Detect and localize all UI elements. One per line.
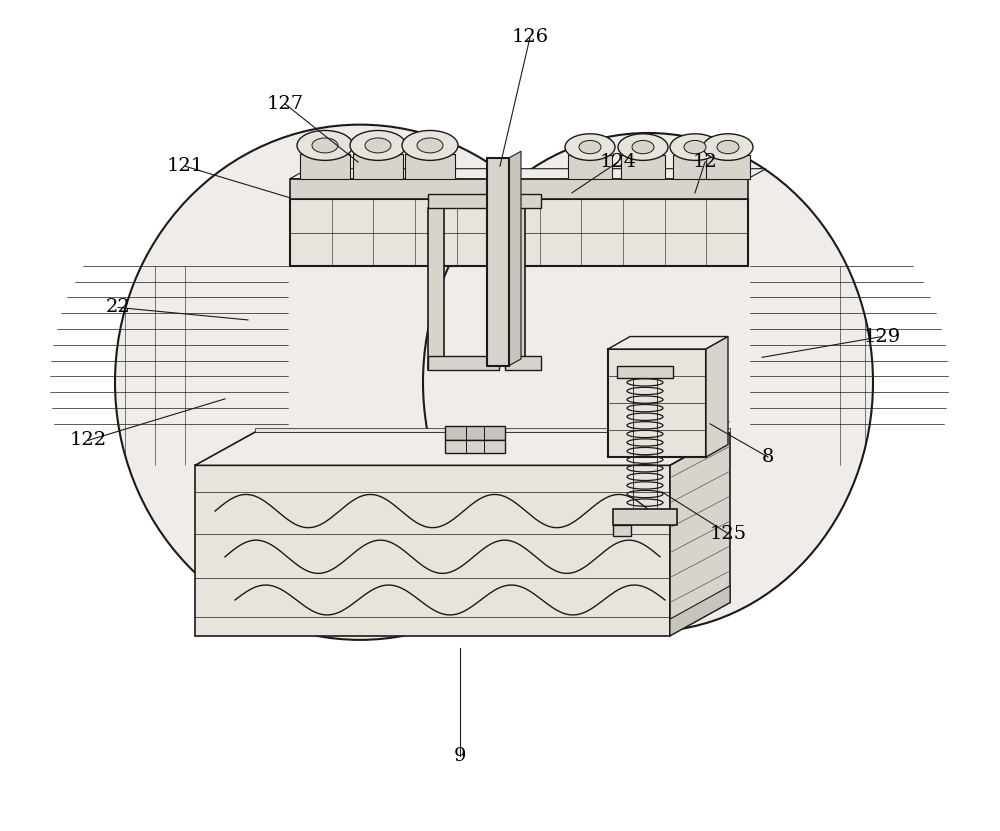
Bar xyxy=(405,154,455,179)
Bar xyxy=(290,179,748,199)
Polygon shape xyxy=(255,428,730,432)
Polygon shape xyxy=(290,169,766,179)
Bar xyxy=(428,356,499,370)
Text: 124: 124 xyxy=(599,153,637,171)
Text: 129: 129 xyxy=(863,327,901,346)
Ellipse shape xyxy=(423,133,873,632)
Polygon shape xyxy=(509,151,521,366)
Polygon shape xyxy=(706,337,728,457)
Bar xyxy=(505,356,541,370)
Polygon shape xyxy=(670,586,730,636)
Text: 127: 127 xyxy=(266,95,304,113)
Bar xyxy=(608,349,706,457)
Ellipse shape xyxy=(632,140,654,154)
Polygon shape xyxy=(608,337,728,349)
Bar xyxy=(428,208,444,370)
Bar xyxy=(505,194,541,208)
Text: 9: 9 xyxy=(454,747,466,765)
Polygon shape xyxy=(195,432,730,465)
Ellipse shape xyxy=(684,140,706,154)
Ellipse shape xyxy=(579,140,601,154)
Bar xyxy=(353,154,403,179)
Bar xyxy=(673,155,717,179)
Ellipse shape xyxy=(365,138,391,153)
Ellipse shape xyxy=(618,134,668,160)
Bar xyxy=(568,155,612,179)
Text: 125: 125 xyxy=(709,524,747,543)
Ellipse shape xyxy=(402,130,458,160)
Ellipse shape xyxy=(350,130,406,160)
Bar xyxy=(445,440,505,453)
Ellipse shape xyxy=(565,134,615,160)
Polygon shape xyxy=(195,465,670,636)
Ellipse shape xyxy=(670,134,720,160)
Ellipse shape xyxy=(115,125,605,640)
Ellipse shape xyxy=(297,130,353,160)
Bar xyxy=(617,366,673,378)
Bar xyxy=(613,525,631,536)
Ellipse shape xyxy=(717,140,739,154)
Bar xyxy=(428,194,502,208)
Text: 121: 121 xyxy=(166,157,204,175)
Ellipse shape xyxy=(417,138,443,153)
Bar xyxy=(613,509,677,525)
Bar xyxy=(621,155,665,179)
Bar xyxy=(445,426,505,440)
Text: 12: 12 xyxy=(693,153,717,171)
Bar xyxy=(509,208,525,370)
Text: 126: 126 xyxy=(511,28,549,47)
Text: 122: 122 xyxy=(69,431,107,450)
Text: 22: 22 xyxy=(106,298,130,317)
Text: 8: 8 xyxy=(762,448,774,466)
Bar xyxy=(487,158,509,366)
Bar xyxy=(706,155,750,179)
Bar xyxy=(290,199,748,266)
Bar xyxy=(300,154,350,179)
Polygon shape xyxy=(670,432,730,636)
Ellipse shape xyxy=(312,138,338,153)
Ellipse shape xyxy=(703,134,753,160)
